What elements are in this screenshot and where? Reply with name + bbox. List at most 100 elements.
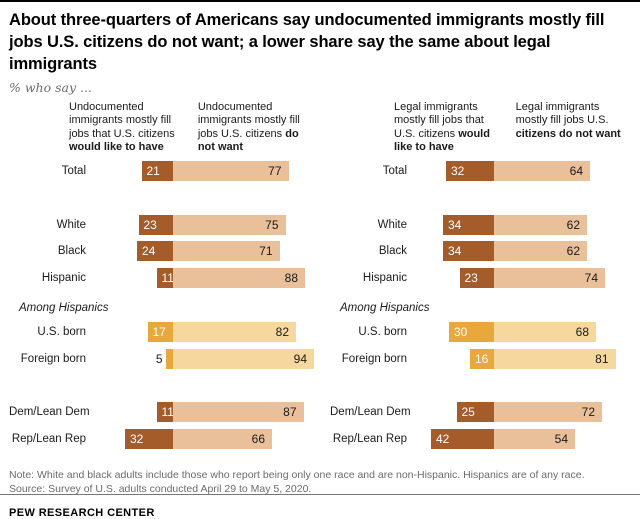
row-label: U.S. born [358,326,407,339]
left-value-outside: 5 [155,351,163,366]
left-bar-zone: 25 [414,402,494,423]
left-value: 32 [130,431,144,446]
bar-row: Dem/Lean Dem 25 72 [330,402,633,423]
bar-row: Black 34 62 [330,241,633,262]
right-value: 72 [581,405,595,420]
right-bar: 62 [494,214,587,235]
row-label: U.S. born [37,326,86,339]
right-value: 68 [575,325,589,340]
left-bar: 21 [141,161,173,182]
note-text: Note: White and black adults include tho… [9,469,585,482]
left-bar: 34 [443,214,494,235]
right-bar-zone: 81 [494,348,633,369]
right-bar-zone: 77 [173,161,312,182]
row-label: Foreign born [341,352,407,365]
left-bar: 23 [459,267,494,288]
column-header-do-not-want: Legal immigrants mostly fill jobs U.S. c… [515,101,621,140]
charts-container: Undocumented immigrants mostly fill jobs… [9,101,631,455]
right-bar: 94 [173,348,314,369]
bar-rows: Total 21 77 White 23 75 Black 24 71 Hispanic 11 88 A… [9,161,314,449]
left-bar-zone: 16 [414,348,494,369]
row-label: Rep/Lean Rep [11,432,86,445]
right-bar: 74 [494,267,605,288]
right-value: 66 [251,431,265,446]
left-value: 11 [161,270,174,285]
right-bar-zone: 87 [173,402,312,423]
left-bar: 17 [147,322,173,343]
right-bar: 72 [494,402,602,423]
left-value: 25 [461,405,475,420]
section-row: Among Hispanics [9,294,312,322]
bottom-rule [0,494,640,495]
bar-row: Hispanic 23 74 [330,267,633,288]
right-value: 74 [584,270,598,285]
bar-row: Total 32 64 [330,161,633,182]
left-bar-zone: 32 [414,161,494,182]
left-bar: 23 [138,214,173,235]
right-value: 88 [284,270,298,285]
left-value: 34 [448,244,462,259]
right-value: 94 [293,351,307,366]
left-bar-zone: 32 [93,428,173,449]
bar-row: U.S. born 30 68 [330,322,633,343]
bar-row: Black 24 71 [9,241,312,262]
left-bar: 30 [449,322,494,343]
row-spacer [330,188,633,215]
right-value: 75 [265,217,279,232]
right-value: 81 [595,351,609,366]
left-bar-zone: 17 [93,322,173,343]
right-bar-zone: 71 [173,241,312,262]
chart-title: About three-quarters of Americans say un… [9,11,605,73]
chart-subtitle: % who say ... [9,80,92,96]
right-bar-zone: 75 [173,214,312,235]
left-bar-zone: 24 [93,241,173,262]
left-bar: 11 [156,267,174,288]
right-value: 62 [566,244,580,259]
right-value: 87 [283,405,297,420]
right-bar: 77 [173,161,289,182]
row-label: Dem/Lean Dem [330,406,411,419]
right-bar-zone: 62 [494,241,633,262]
right-bar: 82 [173,322,296,343]
right-bar-zone: 62 [494,214,633,235]
left-bar [165,348,173,369]
bar-row: Total 21 77 [9,161,312,182]
bar-rows: Total 32 64 White 34 62 Black 34 62 Hispanic 23 74 A… [330,161,633,449]
right-value: 62 [566,217,580,232]
chart-undocumented: Undocumented immigrants mostly fill jobs… [9,101,314,455]
left-bar-zone: 11 [93,402,174,423]
right-bar: 88 [173,267,305,288]
bar-row: Rep/Lean Rep 32 66 [9,428,312,449]
source-text: Source: Survey of U.S. adults conducted … [9,483,312,496]
right-bar: 81 [494,348,616,369]
column-headers: Undocumented immigrants mostly fill jobs… [69,101,312,158]
bar-row: U.S. born 17 82 [9,322,312,343]
row-label: White [377,218,407,231]
left-bar: 25 [456,402,494,423]
left-bar-zone: 11 [93,267,174,288]
bar-row: Dem/Lean Dem 11 87 [9,402,312,423]
right-value: 64 [569,164,583,179]
right-value: 77 [268,164,282,179]
bar-row: Hispanic 11 88 [9,267,312,288]
bar-row: Rep/Lean Rep 42 54 [330,428,633,449]
row-label: Total [61,165,86,178]
left-value: 42 [436,431,450,446]
left-bar-zone: 42 [414,428,494,449]
left-value: 11 [161,405,174,420]
right-bar: 75 [173,214,286,235]
right-bar: 54 [494,428,575,449]
left-bar-zone: 5 [93,348,173,369]
row-label: Dem/Lean Dem [9,406,90,419]
left-bar-zone: 34 [414,214,494,235]
row-label: Foreign born [20,352,86,365]
right-bar-zone: 82 [173,322,312,343]
right-bar: 66 [173,428,272,449]
section-label: Among Hispanics [19,302,109,315]
left-bar: 32 [125,428,173,449]
right-bar-zone: 68 [494,322,633,343]
left-bar-zone: 21 [93,161,173,182]
right-bar-zone: 74 [494,267,633,288]
section-label: Among Hispanics [340,302,430,315]
left-value: 30 [454,325,468,340]
